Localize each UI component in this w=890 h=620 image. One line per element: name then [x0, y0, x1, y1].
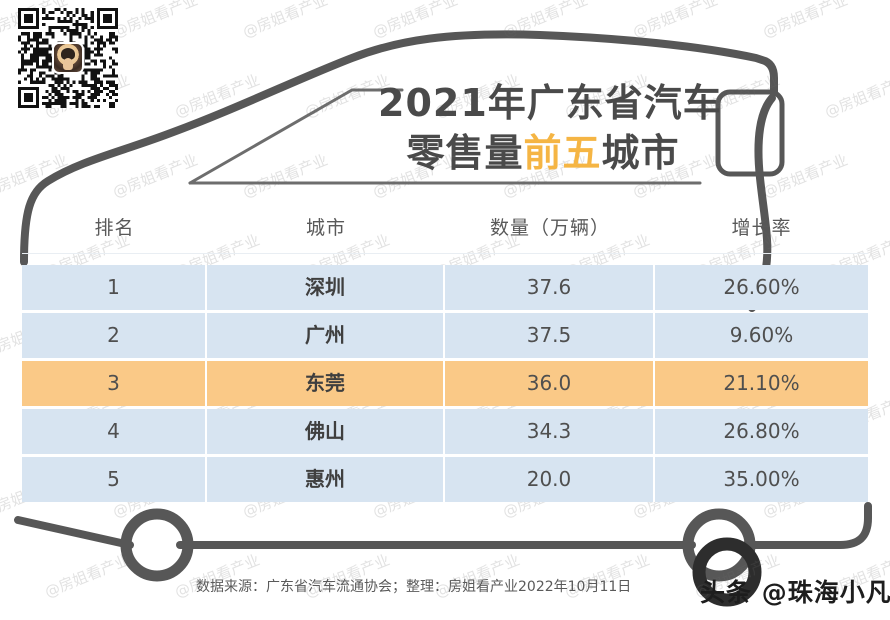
watermark-text: @房姐看产业: [42, 550, 133, 602]
page-title: 2021年广东省汽车 零售量前五城市: [378, 78, 722, 178]
cell-quantity: 20.0: [445, 457, 655, 502]
cell-growth-rate: 35.00%: [723, 467, 800, 491]
watermark-text: @房姐看产业: [630, 0, 721, 42]
watermark-text: @房姐看产业: [110, 0, 201, 42]
watermark-text: @房姐看产业: [500, 0, 591, 42]
cell-growth-rate: 21.10%: [723, 371, 800, 395]
brand-name: 头条 @珠海小凡: [700, 578, 890, 607]
source-note: 数据来源：广东省汽车流通协会；整理：房姐看产业2022年10月11日: [196, 579, 632, 595]
title-emphasis: 前五: [523, 131, 602, 175]
title-suffix: 城市: [601, 131, 680, 175]
cell-city: 广州: [207, 313, 445, 358]
brand-watermark: 头条 @珠海小凡: [700, 570, 890, 612]
table-row: 4 佛山 34.3 26.80%: [22, 409, 868, 454]
table-row: 1 深圳 37.6 26.60%: [22, 265, 868, 310]
cell-rank: 4: [22, 409, 207, 454]
watermark-text: @房姐看产业: [370, 0, 461, 42]
title-line-1: 2021年广东省汽车: [378, 81, 722, 125]
cell-quantity: 37.6: [445, 265, 655, 310]
table-row: 5 惠州 20.0 35.00%: [22, 457, 868, 502]
column-header-quantity: 数量（万辆）: [489, 217, 610, 239]
cell-city: 深圳: [207, 265, 445, 310]
column-header-city: 城市: [305, 217, 346, 239]
cell-quantity: 34.3: [445, 409, 655, 454]
cell-growth-rate: 26.60%: [723, 275, 800, 299]
watermark-text: @房姐看产业: [240, 150, 331, 202]
cell-quantity: 37.5: [445, 313, 655, 358]
watermark-text: @房姐看产业: [760, 0, 851, 42]
watermark-text: @房姐看产业: [110, 150, 201, 202]
watermark-text: @房姐看产业: [822, 70, 890, 122]
cell-rank: 3: [22, 361, 207, 406]
table-body: 1 深圳 37.6 26.60% 2 广州 37.5 9.60% 3 东莞 36.0 21.10% 4 佛…: [22, 265, 868, 502]
qr-avatar-icon: [54, 44, 82, 72]
watermark-text: @房姐看产业: [172, 70, 263, 122]
cell-rank: 1: [22, 265, 207, 310]
watermark-text: @房姐看产业: [240, 0, 331, 42]
table-row: 2 广州 37.5 9.60%: [22, 313, 868, 358]
title-line-2: 零售量前五城市: [378, 128, 708, 178]
header-divider: [22, 253, 868, 254]
watermark-text: @房姐看产业: [760, 150, 851, 202]
qr-code[interactable]: [18, 8, 118, 108]
cell-city: 东莞: [207, 361, 445, 406]
cell-city: 惠州: [207, 457, 445, 502]
column-header-rank: 排名: [94, 217, 135, 239]
cell-rank: 2: [22, 313, 207, 358]
table-header-row: 排名 城市 数量（万辆） 增长率: [22, 200, 868, 253]
watermark-text: @房姐看产业: [0, 150, 71, 202]
cell-quantity: 36.0: [445, 361, 655, 406]
cell-growth-rate: 26.80%: [723, 419, 800, 443]
title-prefix: 零售量: [406, 131, 524, 175]
ranking-table: 排名 城市 数量（万辆） 增长率 1 深圳 37.6 26.60% 2 广州 37.5 9.6…: [22, 200, 868, 505]
cell-growth-rate: 9.60%: [729, 323, 794, 347]
table-row: 3 东莞 36.0 21.10%: [22, 361, 868, 406]
cell-rank: 5: [22, 457, 207, 502]
column-header-growth-rate: 增长率: [731, 217, 792, 239]
cell-city: 佛山: [207, 409, 445, 454]
